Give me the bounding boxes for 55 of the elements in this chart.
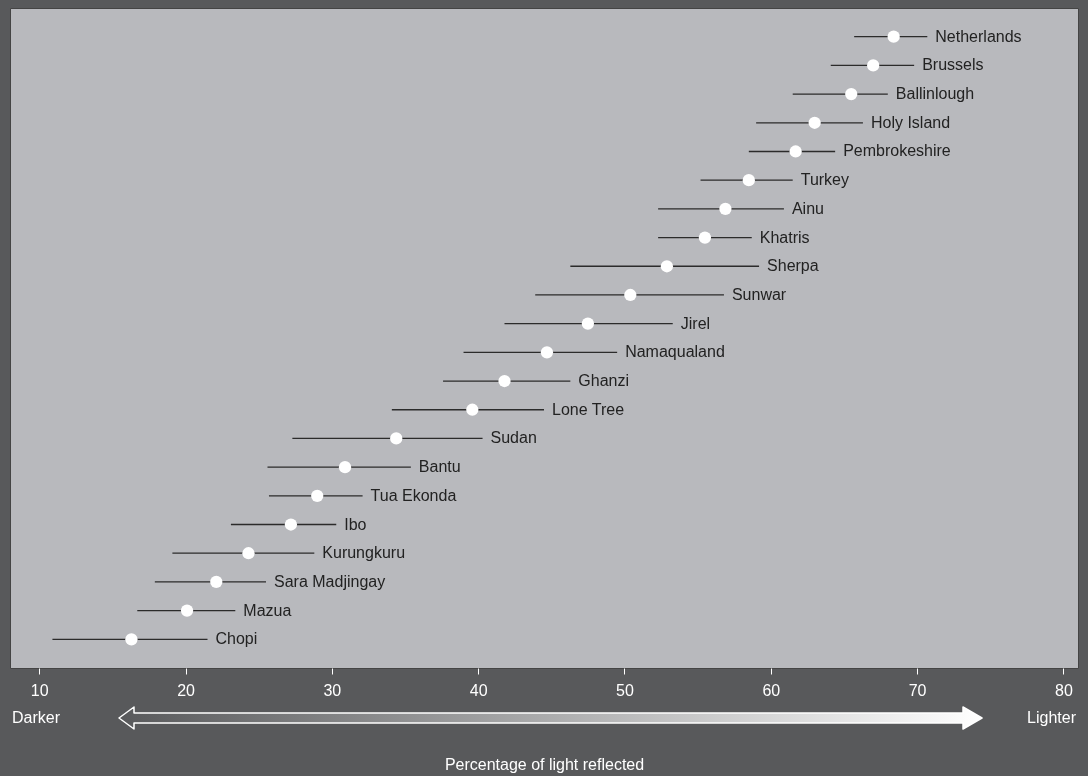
y-tick-label: Netherlands [935, 27, 1022, 45]
y-tick-label: Tua Ekonda [370, 486, 457, 504]
point [660, 260, 674, 273]
point [624, 288, 637, 302]
y-tick-label: Ibo [344, 515, 367, 533]
point [789, 145, 802, 158]
point [338, 461, 352, 474]
point [311, 489, 324, 502]
y-tick-label: Sunwar [731, 285, 787, 303]
point [698, 231, 712, 244]
point [390, 432, 403, 445]
point [540, 346, 554, 359]
x-tick-label: 10 [30, 681, 49, 699]
x-tick-label: 60 [762, 681, 781, 699]
point [887, 30, 900, 43]
y-tick-label: Sudan [490, 429, 537, 447]
x-tick-label: 70 [908, 681, 927, 699]
point [498, 374, 511, 388]
y-tick-label: Lone Tree [552, 400, 625, 418]
y-tick-label: Turkey [800, 171, 850, 189]
x-tick-label: 20 [177, 681, 196, 699]
y-tick-label: Sherpa [767, 257, 819, 275]
y-tick-label: Namaqualand [625, 343, 725, 361]
text: Darker [12, 709, 61, 726]
point [466, 403, 479, 416]
point [867, 59, 880, 72]
x-tick-label: 80 [1054, 681, 1073, 699]
x-tick-label: 30 [323, 681, 342, 699]
point [742, 174, 755, 187]
y-tick-label: Brussels [922, 56, 984, 74]
point [125, 633, 138, 646]
y-tick-label: Khatris [759, 228, 810, 246]
y-tick-label: Ainu [791, 199, 824, 217]
y-tick-label: Ballinlough [895, 85, 975, 103]
point [180, 604, 194, 617]
point [719, 202, 732, 215]
y-tick-label: Jirel [680, 314, 711, 332]
point [581, 317, 595, 330]
y-tick-label: Bantu [418, 458, 461, 476]
y-tick-label: Sara Madjingay [274, 572, 386, 590]
y-tick-label: Mazua [243, 601, 292, 619]
text: Lighter [1027, 709, 1077, 726]
point [845, 87, 858, 101]
y-tick-label: Chopi [215, 630, 258, 648]
x-axis-title: Percentage of light reflected [444, 755, 645, 773]
y-tick-label: Pembrokeshire [843, 142, 951, 160]
x-tick-label: 50 [616, 681, 634, 699]
y-tick-label: Ghanzi [578, 372, 630, 390]
y-tick-label: Holy Island [870, 113, 951, 131]
point [284, 518, 298, 531]
point [242, 547, 255, 560]
point [210, 575, 223, 589]
y-tick-label: Kurungkuru [322, 544, 406, 562]
x-tick-label: 40 [469, 681, 488, 699]
point [808, 116, 821, 129]
